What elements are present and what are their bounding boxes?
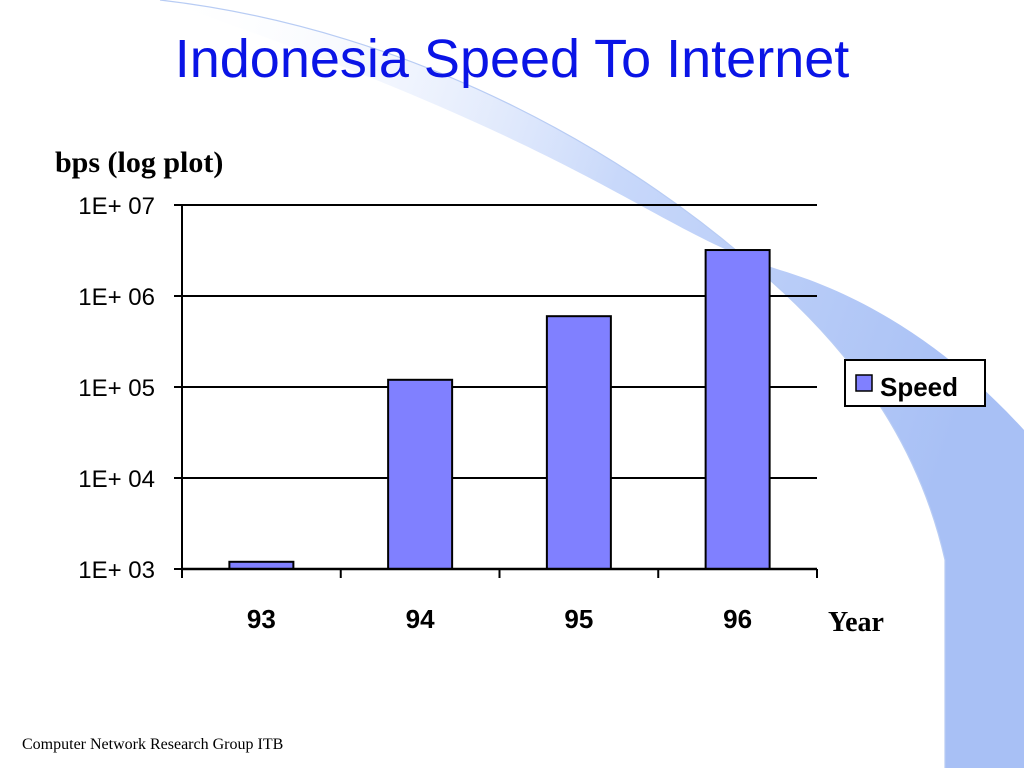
- y-tick-label: 1E+ 03: [78, 557, 155, 584]
- legend-swatch: [855, 374, 873, 392]
- legend-label-speed: Speed: [880, 372, 958, 402]
- y-tick-label: 1E+ 05: [78, 375, 155, 402]
- bars: [228, 249, 771, 571]
- x-tick-label: 95: [564, 604, 593, 634]
- y-tick-labels: 1E+ 03 1E+ 04 1E+ 05 1E+ 06 1E+ 07: [78, 193, 155, 584]
- legend: Speed: [844, 359, 986, 407]
- y-tick-label: 1E+ 07: [78, 193, 155, 220]
- footer-text: Computer Network Research Group ITB: [22, 736, 284, 753]
- slide-title: Indonesia Speed To Internet: [174, 29, 850, 89]
- x-tick-labels: 93 94 95 96: [247, 604, 752, 634]
- y-tick-label: 1E+ 06: [78, 284, 155, 311]
- y-axis-label: bps (log plot): [55, 146, 223, 179]
- x-tick-label: 94: [406, 604, 435, 634]
- x-axis-label: Year: [828, 607, 884, 638]
- x-tick-label: 96: [723, 604, 752, 634]
- bar-96: [704, 249, 771, 571]
- bar-94: [387, 378, 454, 570]
- axes: [174, 204, 818, 578]
- y-tick-label: 1E+ 04: [78, 466, 155, 493]
- bar-95: [545, 315, 612, 570]
- x-tick-label: 93: [247, 604, 276, 634]
